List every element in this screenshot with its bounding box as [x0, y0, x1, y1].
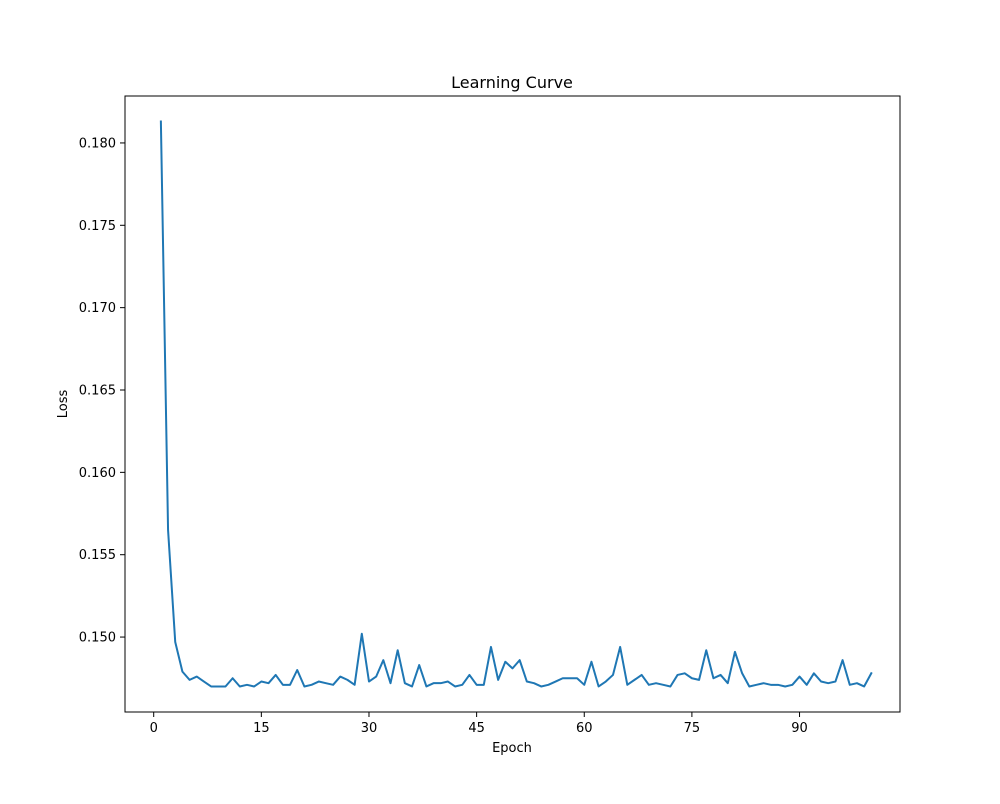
- plot-frame: [124, 95, 901, 713]
- y-tick-label: 0.155: [79, 548, 116, 563]
- x-tick-label: 0: [150, 721, 158, 736]
- y-tick-label: 0.175: [79, 219, 116, 234]
- x-tick-label: 30: [361, 721, 378, 736]
- x-axis-label: Epoch: [492, 741, 532, 756]
- x-tick-label: 90: [791, 721, 808, 736]
- y-tick-label: 0.160: [79, 466, 116, 481]
- y-axis: 0.150 0.155 0.160 0.165 0.170 0.175 0.180: [79, 136, 125, 646]
- y-tick-label: 0.165: [79, 384, 116, 399]
- chart-title: Learning Curve: [451, 73, 573, 92]
- x-tick-label: 45: [468, 721, 485, 736]
- plot-area: [159, 120, 873, 688]
- y-tick-label: 0.150: [79, 631, 116, 646]
- x-axis: 0 15 30 45 60 75 90: [150, 712, 808, 736]
- x-tick-label: 60: [576, 721, 593, 736]
- y-tick-label: 0.180: [79, 136, 116, 151]
- y-tick-label: 0.170: [79, 301, 116, 316]
- x-tick-label: 75: [684, 721, 701, 736]
- x-tick-label: 15: [253, 721, 270, 736]
- series-line: [159, 120, 873, 688]
- y-axis-label: Loss: [56, 390, 71, 419]
